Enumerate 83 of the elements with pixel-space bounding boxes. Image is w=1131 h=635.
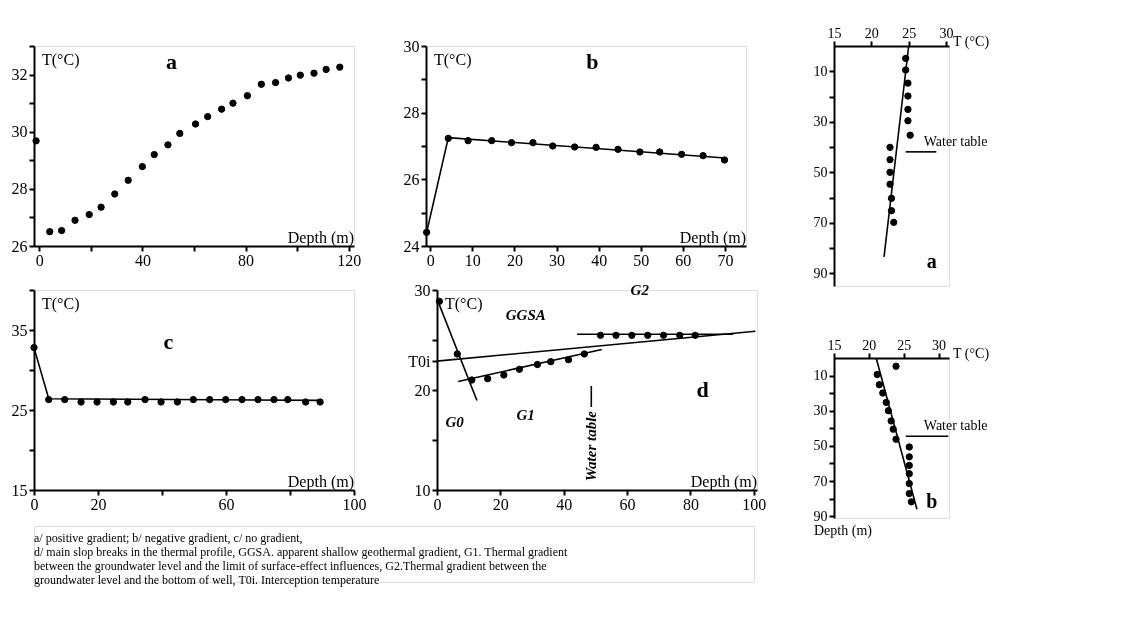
x-tick-label: 30 [939, 25, 954, 41]
annotation: G1 [516, 407, 535, 423]
text: d [696, 377, 709, 402]
x-tick-label: 20 [506, 251, 523, 269]
x-axis-title: Depth (m) [287, 229, 354, 247]
text: Water table [583, 410, 600, 482]
x-tick-label: 0 [35, 251, 44, 269]
y-tick-label: 10 [813, 368, 828, 384]
y-tick-label: 30 [11, 123, 28, 141]
y-tick-label: T0i [408, 352, 432, 370]
chart-title: b [586, 49, 599, 74]
text: a/ positive gradient; b/ negative gradient, c/ no gradient, [34, 531, 303, 545]
y-tick-label: 70 [813, 473, 828, 489]
y-tick-label: 28 [11, 180, 28, 198]
y-axis-title: Depth (m) [814, 523, 873, 539]
y-tick-label: 30 [403, 37, 420, 55]
text: groundwater level and the bottom of well, T0i. Interception temperature [34, 573, 380, 587]
y-tick-label: 26 [11, 237, 28, 255]
y-tick-label: 24 [403, 237, 420, 255]
y-tick-label: 50 [813, 164, 828, 180]
x-tick-label: 80 [682, 495, 699, 513]
series-label: Water table [923, 133, 988, 149]
x-axis-title: Depth (m) [287, 473, 354, 491]
y-tick-label: 50 [813, 438, 828, 454]
chart-title: a [166, 49, 178, 74]
x-tick-label: 20 [492, 495, 509, 513]
x-tick-label: 40 [134, 251, 151, 269]
annotation: G0 [445, 414, 465, 430]
x-axis-title: Depth (m) [679, 229, 746, 247]
y-axis-title: T(°C) [434, 51, 472, 69]
x-tick-label: 100 [342, 495, 367, 513]
y-tick-label: 90 [813, 508, 828, 524]
x-tick-label: 30 [932, 337, 947, 353]
x-tick-label: 70 [717, 251, 734, 269]
y-tick-label: 15 [11, 481, 28, 499]
text: between the groundwater level and the limit of surface-effect influences, G2.Thermal gradient between the [34, 559, 547, 573]
x-tick-label: 15 [827, 25, 842, 41]
text: a [926, 250, 937, 272]
y-axis-title: T(°C) [42, 51, 80, 69]
x-tick-label: 60 [218, 495, 235, 513]
x-tick-label: 0 [30, 495, 39, 513]
x-tick-label: 15 [827, 337, 842, 353]
series-label: Water table [923, 418, 988, 434]
y-axis-title: T(°C) [445, 295, 483, 313]
x-tick-label: 30 [549, 251, 566, 269]
y-tick-label: 35 [11, 321, 28, 339]
x-tick-label: 20 [862, 337, 877, 353]
x-tick-label: 80 [238, 251, 255, 269]
x-axis-title: Depth (m) [690, 473, 757, 491]
y-tick-label: 32 [11, 66, 28, 84]
annotation: G2 [630, 282, 650, 298]
x-tick-label: 60 [675, 251, 692, 269]
annotation: GGSA [505, 307, 546, 323]
x-tick-label: 20 [864, 25, 879, 41]
x-tick-label: 0 [426, 251, 435, 269]
y-tick-label: 25 [11, 401, 28, 419]
y-tick-label: 20 [414, 381, 431, 399]
x-tick-label: 10 [464, 251, 481, 269]
x-axis-title: T (°C) [953, 34, 990, 50]
text: d/ main slop breaks in the thermal profile, GGSA. apparent shallow geothermal gradient, G1. Thermal gradient [34, 545, 568, 559]
y-axis-title: T(°C) [42, 295, 80, 313]
y-tick-label: 10 [813, 63, 828, 79]
y-tick-label: 30 [813, 403, 828, 419]
x-tick-label: 25 [902, 25, 917, 41]
text: c [163, 329, 174, 354]
y-tick-label: 90 [813, 265, 828, 281]
y-tick-label: 10 [414, 481, 431, 499]
x-tick-label: 100 [742, 495, 767, 513]
y-tick-label: 28 [403, 104, 420, 122]
x-tick-label: 25 [897, 337, 912, 353]
x-tick-label: 60 [619, 495, 636, 513]
x-tick-label: 50 [633, 251, 650, 269]
x-tick-label: 120 [337, 251, 362, 269]
x-tick-label: 40 [556, 495, 573, 513]
x-axis-title: T (°C) [953, 346, 990, 362]
y-tick-label: 26 [403, 170, 420, 188]
y-tick-label: 30 [414, 281, 431, 299]
y-tick-label: 70 [813, 215, 828, 231]
x-tick-label: 40 [591, 251, 608, 269]
y-tick-label: 30 [813, 114, 828, 130]
x-tick-label: 0 [433, 495, 442, 513]
x-tick-label: 20 [90, 495, 107, 513]
text: b [926, 490, 938, 512]
